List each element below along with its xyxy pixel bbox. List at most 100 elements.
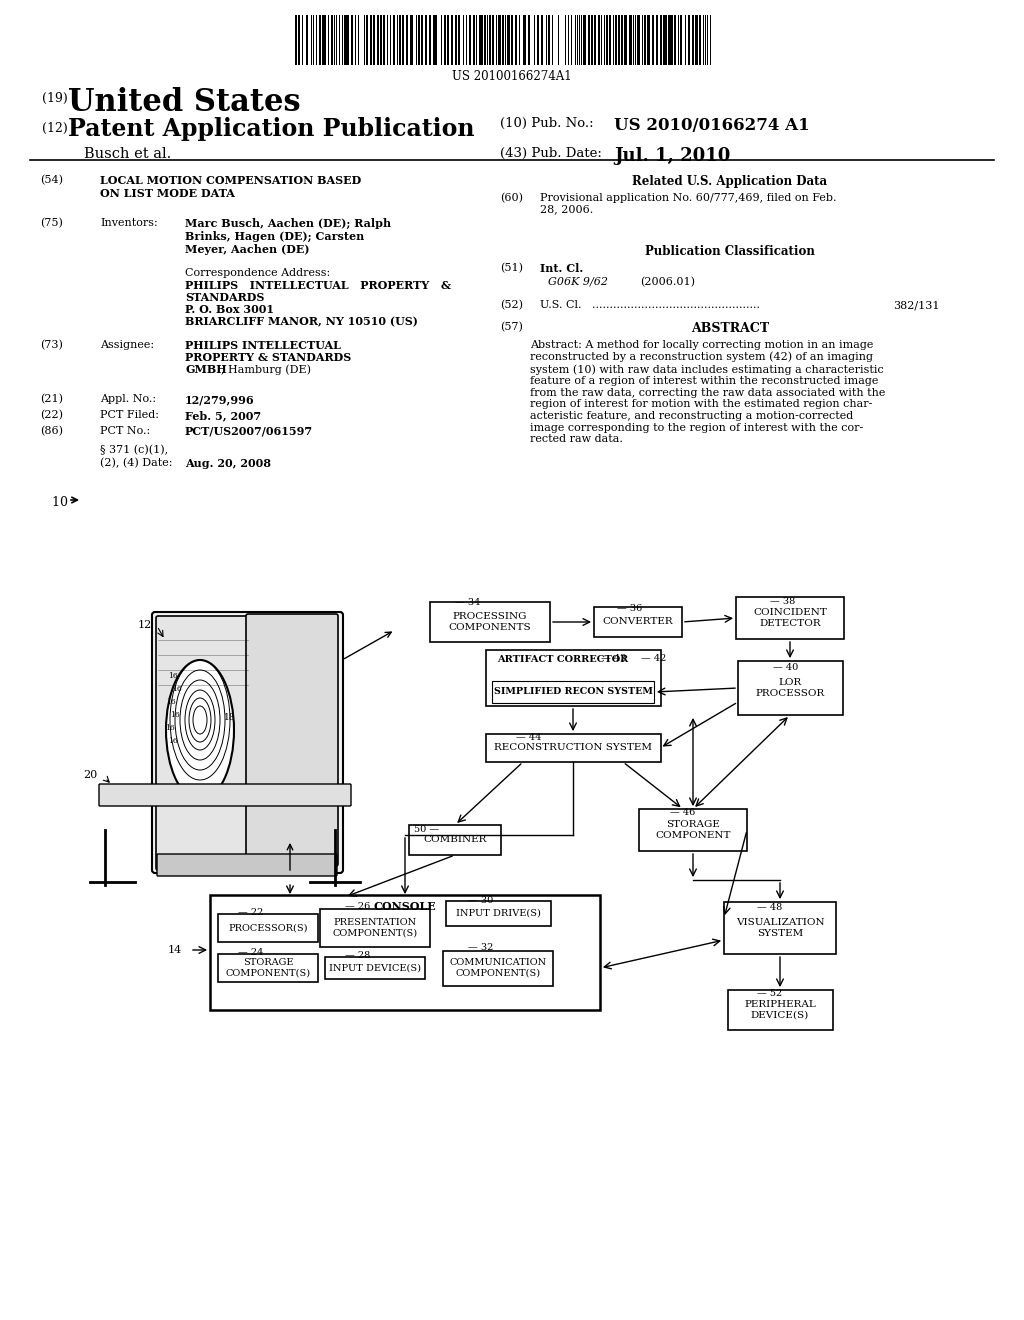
Bar xyxy=(387,15,388,65)
Bar xyxy=(218,913,318,942)
Bar xyxy=(666,15,668,65)
Bar xyxy=(298,15,300,65)
Bar xyxy=(528,15,530,65)
Text: Busch et al.: Busch et al. xyxy=(84,147,171,161)
Bar xyxy=(412,15,413,65)
Text: — 48: — 48 xyxy=(757,903,782,912)
Text: Correspondence Address:: Correspondence Address: xyxy=(185,268,331,279)
Bar xyxy=(737,661,843,715)
Text: — 42: — 42 xyxy=(641,653,667,663)
Bar xyxy=(669,15,670,65)
Bar xyxy=(410,15,411,65)
Text: 16: 16 xyxy=(166,698,176,706)
Bar xyxy=(685,15,686,65)
Bar xyxy=(625,15,626,65)
Text: INPUT DRIVE(S): INPUT DRIVE(S) xyxy=(456,908,541,917)
Bar xyxy=(301,15,303,65)
Bar xyxy=(486,15,487,65)
Bar xyxy=(443,15,445,65)
Bar xyxy=(402,15,403,65)
Text: 16: 16 xyxy=(170,711,180,719)
Bar xyxy=(383,15,385,65)
Text: 382/131: 382/131 xyxy=(894,300,940,310)
Text: (60): (60) xyxy=(500,193,523,203)
Bar xyxy=(552,15,553,65)
Bar xyxy=(339,15,340,65)
Text: 12/279,996: 12/279,996 xyxy=(185,393,255,405)
Bar xyxy=(315,15,317,65)
Bar xyxy=(409,825,501,855)
FancyBboxPatch shape xyxy=(156,616,250,870)
Text: COMBINER: COMBINER xyxy=(423,836,486,845)
Text: — 30: — 30 xyxy=(468,896,494,906)
Bar xyxy=(595,15,596,65)
Text: PCT/US2007/061597: PCT/US2007/061597 xyxy=(185,426,313,437)
Bar xyxy=(609,15,611,65)
Text: (21): (21) xyxy=(40,393,63,404)
Bar xyxy=(463,15,465,65)
Bar xyxy=(393,15,394,65)
Text: 10: 10 xyxy=(52,496,72,510)
Bar xyxy=(622,15,623,65)
Text: 16: 16 xyxy=(165,723,175,733)
Text: — 38: — 38 xyxy=(770,597,796,606)
Text: LOCAL MOTION COMPENSATION BASED
ON LIST MODE DATA: LOCAL MOTION COMPENSATION BASED ON LIST … xyxy=(100,176,361,199)
Text: ABSTRACT: ABSTRACT xyxy=(691,322,769,335)
Text: Feb. 5, 2007: Feb. 5, 2007 xyxy=(185,411,261,421)
Bar xyxy=(485,734,660,762)
Bar xyxy=(399,15,401,65)
FancyBboxPatch shape xyxy=(152,612,343,873)
Text: 16: 16 xyxy=(168,737,178,744)
Bar xyxy=(370,15,372,65)
Bar xyxy=(695,15,697,65)
Text: Jul. 1, 2010: Jul. 1, 2010 xyxy=(614,147,730,165)
Bar xyxy=(479,15,480,65)
Bar xyxy=(425,15,427,65)
Bar xyxy=(319,909,430,946)
Text: (22): (22) xyxy=(40,411,63,420)
Bar xyxy=(604,15,605,65)
Bar xyxy=(433,15,434,65)
Bar xyxy=(656,15,658,65)
Bar xyxy=(419,15,420,65)
Text: PCT No.:: PCT No.: xyxy=(100,426,151,436)
Bar xyxy=(493,15,494,65)
Text: PROPERTY & STANDARDS: PROPERTY & STANDARDS xyxy=(185,352,351,363)
Text: — 36: — 36 xyxy=(617,605,642,612)
Text: Related U.S. Application Data: Related U.S. Application Data xyxy=(633,176,827,187)
Bar xyxy=(469,15,471,65)
Bar xyxy=(364,15,366,65)
Bar xyxy=(515,15,517,65)
Bar xyxy=(210,895,600,1010)
Text: — 26: — 26 xyxy=(345,902,371,911)
Bar xyxy=(664,15,665,65)
Bar xyxy=(443,950,553,986)
Text: SIMPLIFIED RECON SYSTEM: SIMPLIFIED RECON SYSTEM xyxy=(494,688,652,697)
Text: § 371 (c)(1),: § 371 (c)(1), xyxy=(100,445,168,455)
Text: Assignee:: Assignee: xyxy=(100,341,155,350)
Bar xyxy=(466,15,467,65)
Text: PROCESSING
COMPONENTS: PROCESSING COMPONENTS xyxy=(449,612,531,632)
Text: (12): (12) xyxy=(42,121,68,135)
Bar xyxy=(502,15,504,65)
Bar xyxy=(727,990,833,1030)
Bar xyxy=(455,15,458,65)
Text: STORAGE
COMPONENT(S): STORAGE COMPONENT(S) xyxy=(225,958,310,978)
Text: Patent Application Publication: Patent Application Publication xyxy=(68,117,474,141)
Text: ARTIFACT CORRECTOR: ARTIFACT CORRECTOR xyxy=(498,655,629,664)
Text: G06K 9/62: G06K 9/62 xyxy=(548,277,608,286)
Bar xyxy=(447,15,449,65)
Bar xyxy=(397,15,398,65)
Text: STORAGE
COMPONENT: STORAGE COMPONENT xyxy=(655,820,731,840)
Bar xyxy=(644,15,646,65)
Bar xyxy=(574,15,575,65)
Bar xyxy=(318,15,321,65)
Bar xyxy=(564,15,566,65)
Bar xyxy=(736,597,844,639)
Bar xyxy=(331,15,333,65)
Bar xyxy=(724,902,836,954)
Bar xyxy=(496,15,498,65)
Ellipse shape xyxy=(166,660,234,800)
Bar xyxy=(710,15,712,65)
Text: Publication Classification: Publication Classification xyxy=(645,246,815,257)
